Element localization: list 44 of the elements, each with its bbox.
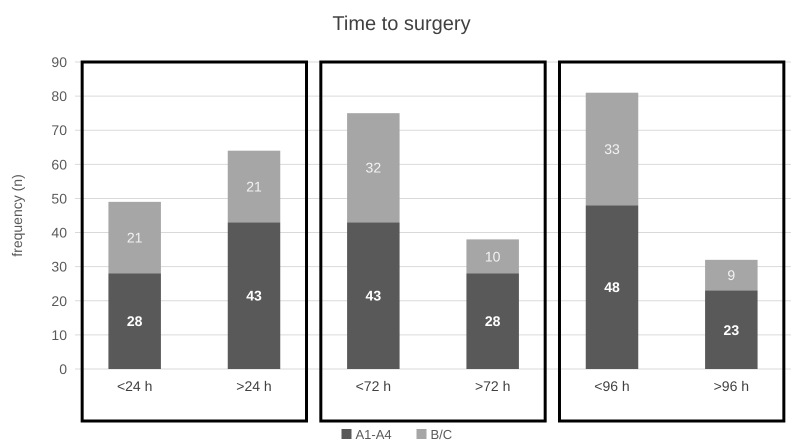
y-tick-label: 10 xyxy=(51,326,68,343)
y-tick-label: 20 xyxy=(51,292,68,309)
data-label: 28 xyxy=(484,313,501,330)
data-label: 9 xyxy=(727,267,736,284)
bar xyxy=(466,239,519,274)
y-tick-label: 70 xyxy=(51,122,68,138)
x-tick-label: <96 h xyxy=(594,378,630,394)
data-label: 43 xyxy=(246,288,262,304)
bar xyxy=(705,260,758,291)
bar xyxy=(466,273,519,369)
y-tick-label: 90 xyxy=(51,54,68,70)
bar xyxy=(108,273,161,369)
y-tick-label: 60 xyxy=(51,156,68,172)
x-tick-label: >24 h xyxy=(236,378,272,394)
data-label: 33 xyxy=(604,140,620,157)
y-tick-label: 80 xyxy=(51,88,68,104)
data-label: 43 xyxy=(366,288,382,304)
bar xyxy=(228,222,280,369)
bar xyxy=(108,202,161,274)
y-tick-label: 0 xyxy=(59,361,68,377)
bar xyxy=(347,113,400,222)
data-label: 21 xyxy=(246,178,262,195)
y-tick-label: 50 xyxy=(51,190,68,206)
bar xyxy=(586,205,638,369)
data-label: 21 xyxy=(126,230,143,246)
y-tick-label: 40 xyxy=(51,224,68,241)
bar xyxy=(347,222,400,369)
y-tick-label: 30 xyxy=(51,258,68,275)
data-label: 28 xyxy=(126,313,143,330)
bar xyxy=(586,92,638,206)
x-tick-label: >72 h xyxy=(474,378,510,394)
data-label: 23 xyxy=(724,322,740,338)
data-label: 10 xyxy=(484,248,501,264)
x-tick-label: >96 h xyxy=(714,378,750,394)
bar xyxy=(228,150,280,222)
bar xyxy=(705,290,758,369)
x-tick-label: <24 h xyxy=(116,378,152,394)
data-label: 48 xyxy=(604,279,620,296)
chart-title: Time to surgery xyxy=(332,13,471,35)
legend-label: B/C xyxy=(430,427,452,442)
legend-label: A1-A4 xyxy=(356,427,392,442)
x-tick-label: <72 h xyxy=(356,378,392,394)
data-label: 32 xyxy=(366,160,382,176)
y-axis-title: frequency (n) xyxy=(9,174,25,257)
